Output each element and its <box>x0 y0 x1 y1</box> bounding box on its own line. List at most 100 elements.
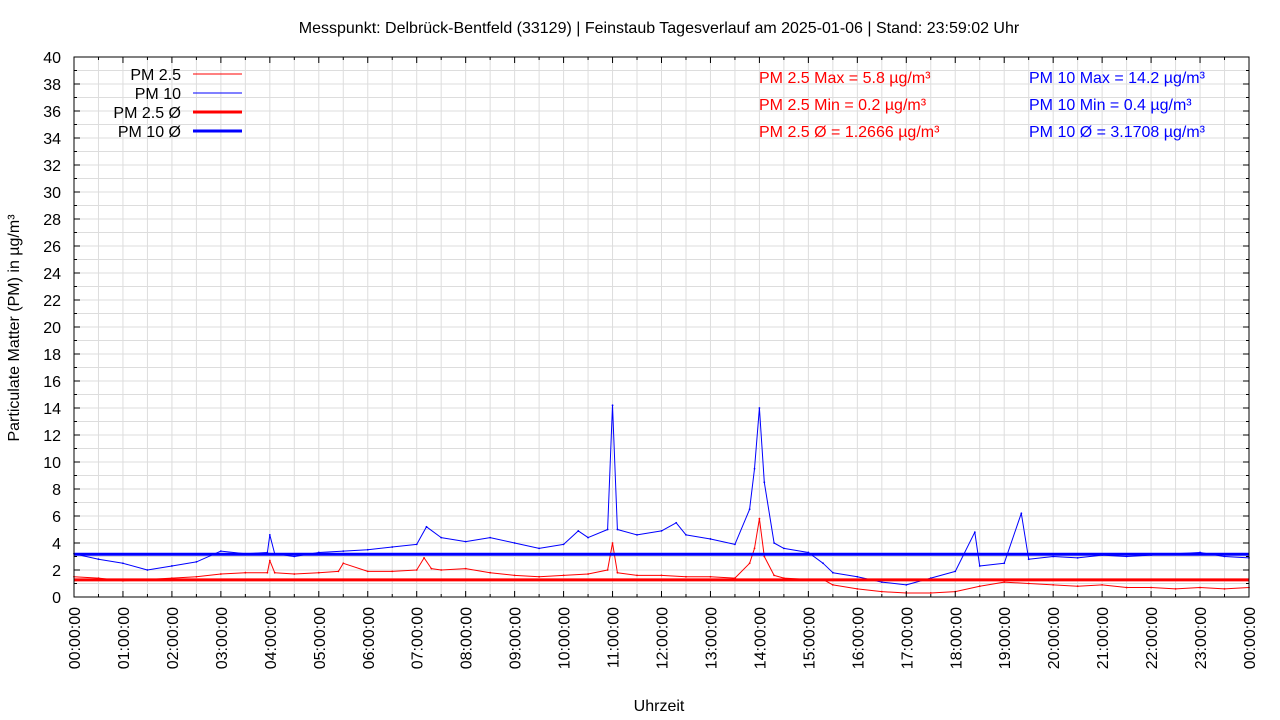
data-point <box>219 573 222 575</box>
data-point <box>831 571 834 574</box>
stat-label: PM 2.5 Ø = 1.2666 µg/m³ <box>759 124 940 141</box>
data-point <box>366 570 369 573</box>
x-tick-label: 00:00:00 <box>67 607 84 669</box>
data-point <box>616 528 619 531</box>
y-tick-label: 32 <box>43 158 61 175</box>
x-tick-label: 07:00:00 <box>410 607 427 669</box>
data-point <box>1150 586 1152 589</box>
stats-annotations: PM 2.5 Max = 5.8 µg/m³ PM 2.5 Min = 0.2 µ… <box>759 70 1206 141</box>
data-point <box>685 534 687 536</box>
y-tick-label: 2 <box>52 563 61 580</box>
data-point <box>1223 588 1226 590</box>
data-point <box>748 508 751 511</box>
data-point <box>171 565 173 567</box>
data-point <box>430 567 433 570</box>
data-point <box>293 573 296 575</box>
data-point <box>822 562 824 565</box>
x-tick-label: 18:00:00 <box>948 607 965 669</box>
stat-label: PM 2.5 Min = 0.2 µg/m³ <box>759 97 927 114</box>
x-tick-label: 14:00:00 <box>752 607 769 669</box>
y-tick-label: 4 <box>52 536 61 553</box>
series-layer <box>73 404 1250 594</box>
data-point <box>763 481 766 484</box>
data-point <box>366 548 369 551</box>
data-point <box>423 556 425 559</box>
data-point <box>489 536 492 539</box>
data-point <box>122 562 124 565</box>
data-point <box>587 536 589 539</box>
data-point <box>1003 562 1006 565</box>
x-tick-label: 15:00:00 <box>801 607 818 669</box>
data-point <box>538 547 541 550</box>
y-tick-label: 36 <box>43 104 61 121</box>
data-point <box>1027 582 1030 585</box>
data-point <box>905 583 908 586</box>
x-tick-label: 22:00:00 <box>1144 607 1161 669</box>
grid-lines <box>73 56 1250 598</box>
data-point <box>513 542 516 544</box>
x-tick-label: 19:00:00 <box>997 607 1014 669</box>
y-tick-label: 10 <box>43 455 61 472</box>
data-point <box>748 562 751 565</box>
data-point <box>244 571 247 574</box>
y-tick-label: 16 <box>43 374 61 391</box>
y-tick-label: 38 <box>43 77 61 94</box>
data-point <box>758 517 761 520</box>
x-tick-label: 02:00:00 <box>165 607 182 669</box>
data-point <box>1020 512 1023 515</box>
data-point <box>685 575 687 578</box>
data-point <box>266 571 269 574</box>
data-point <box>464 540 467 543</box>
data-point <box>636 534 638 536</box>
data-point <box>954 570 957 573</box>
data-point <box>611 542 614 544</box>
y-tick-label: 22 <box>43 293 61 310</box>
data-point <box>616 571 619 574</box>
x-tick-label: 12:00:00 <box>655 607 672 669</box>
data-point <box>146 569 149 571</box>
y-tick-label: 6 <box>52 509 61 526</box>
data-point <box>606 528 609 531</box>
x-axis-label: Uhrzeit <box>634 698 685 715</box>
x-tick-label: 06:00:00 <box>361 607 378 669</box>
y-tick-label: 30 <box>43 185 61 202</box>
data-point <box>606 569 609 571</box>
y-tick-label: 40 <box>43 50 61 67</box>
data-point <box>587 573 589 575</box>
data-point <box>415 543 418 546</box>
data-point <box>880 581 883 584</box>
data-point <box>753 467 756 470</box>
data-point <box>782 547 785 550</box>
data-point <box>562 574 565 577</box>
data-point <box>513 574 516 577</box>
data-point <box>978 585 981 588</box>
y-tick-label: 24 <box>43 266 61 283</box>
data-point <box>342 562 345 565</box>
data-point <box>1223 555 1226 558</box>
y-tick-label: 26 <box>43 239 61 256</box>
x-tick-label: 13:00:00 <box>703 607 720 669</box>
stat-label: PM 10 Min = 0.4 µg/m³ <box>1029 97 1192 114</box>
data-point <box>1174 588 1177 590</box>
y-tick-label: 0 <box>52 590 61 607</box>
data-point <box>415 569 418 571</box>
x-tick-label: 09:00:00 <box>508 607 525 669</box>
data-point <box>317 571 320 574</box>
data-point <box>268 534 271 536</box>
legend-label: PM 10 Ø <box>118 124 181 141</box>
data-point <box>1125 555 1128 558</box>
x-tick-label: 03:00:00 <box>214 607 231 669</box>
data-point <box>489 571 492 574</box>
data-point <box>773 542 776 544</box>
data-point <box>97 558 100 561</box>
chart-title: Messpunkt: Delbrück-Bentfeld (33129) | F… <box>299 20 1020 37</box>
stat-label: PM 2.5 Max = 5.8 µg/m³ <box>759 70 931 87</box>
data-point <box>856 588 859 590</box>
x-tick-label: 10:00:00 <box>557 607 574 669</box>
stat-label: PM 10 Ø = 3.1708 µg/m³ <box>1029 124 1206 141</box>
data-point <box>753 547 756 550</box>
x-tick-label: 17:00:00 <box>899 607 916 669</box>
x-tick-label: 05:00:00 <box>312 607 329 669</box>
